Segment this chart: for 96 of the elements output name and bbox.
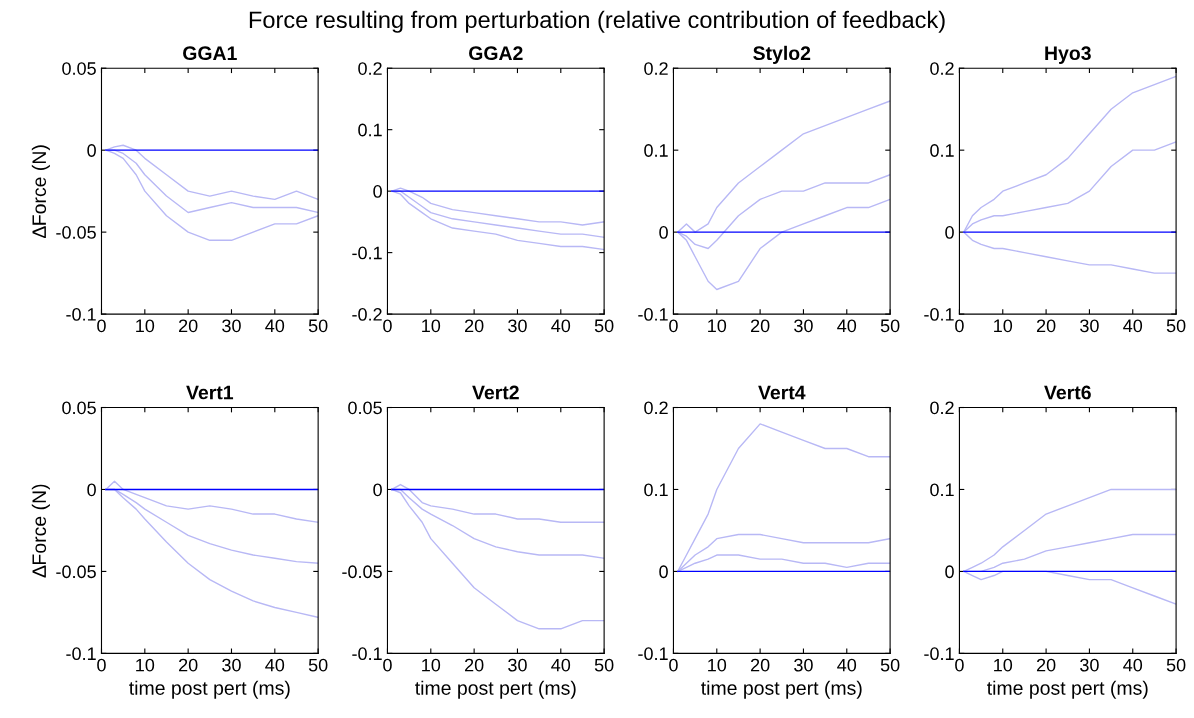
x-tick-label: 40 bbox=[265, 319, 285, 333]
x-tick-label: 40 bbox=[837, 658, 857, 672]
y-tick-label: -0.1 bbox=[66, 647, 96, 661]
x-tick-label: 30 bbox=[508, 658, 527, 672]
x-tick-label: 0 bbox=[955, 658, 964, 672]
x-tick-label: 30 bbox=[222, 319, 241, 333]
chart-title: Vert2 bbox=[472, 385, 519, 400]
chart-title: GGA2 bbox=[469, 46, 523, 61]
y-tick-label: -0.05 bbox=[56, 226, 96, 239]
y-tick-label: -0.1 bbox=[352, 246, 382, 260]
y-tick-label: 0 bbox=[373, 483, 382, 497]
x-tick-label: 30 bbox=[508, 319, 527, 333]
y-tick-label: 0.05 bbox=[348, 401, 382, 415]
x-tick-label: 20 bbox=[750, 658, 770, 672]
text: Force resulting from perturbation (relative contribution of feedback) bbox=[249, 10, 945, 33]
y-axis-title: ∆Force (N) bbox=[31, 145, 50, 239]
x-tick-label: 20 bbox=[465, 658, 484, 672]
x-tick-label: 40 bbox=[1123, 319, 1143, 333]
x-tick-label: 30 bbox=[222, 658, 241, 672]
x-axis-title: time post pert (ms) bbox=[987, 680, 1148, 699]
x-tick-label: 0 bbox=[669, 319, 678, 333]
y-tick-label: -0.1 bbox=[352, 647, 382, 661]
y-tick-label: 0.1 bbox=[930, 144, 954, 157]
y-tick-label: 0.2 bbox=[644, 401, 668, 415]
x-tick-label: 10 bbox=[994, 658, 1013, 672]
x-tick-label: 20 bbox=[750, 319, 770, 333]
y-tick-label: 0.2 bbox=[930, 62, 954, 75]
y-tick-label: 0 bbox=[87, 144, 96, 157]
x-tick-label: 40 bbox=[1123, 658, 1143, 672]
x-tick-label: 10 bbox=[136, 658, 155, 672]
y-tick-label: -0.1 bbox=[638, 647, 668, 661]
y-tick-label: 0 bbox=[87, 483, 96, 497]
x-tick-label: 30 bbox=[794, 319, 813, 333]
x-tick-label: 20 bbox=[1036, 319, 1056, 333]
x-tick-label: 50 bbox=[308, 319, 328, 333]
x-tick-label: 20 bbox=[179, 658, 198, 672]
y-tick-label: 0.05 bbox=[62, 401, 96, 415]
y-tick-label: 0.1 bbox=[930, 483, 954, 497]
x-tick-label: 50 bbox=[308, 658, 328, 672]
x-tick-label: 50 bbox=[594, 319, 614, 333]
x-axis-title: time post pert (ms) bbox=[415, 680, 576, 699]
x-tick-label: 40 bbox=[265, 658, 285, 672]
x-tick-label: 10 bbox=[708, 319, 727, 333]
x-tick-label: 0 bbox=[955, 319, 964, 333]
y-tick-label: 0.1 bbox=[644, 144, 668, 157]
x-tick-label: 50 bbox=[1166, 319, 1186, 333]
chart-title: Hyo3 bbox=[1045, 46, 1091, 64]
x-tick-label: 20 bbox=[179, 319, 198, 333]
x-tick-label: 0 bbox=[383, 658, 392, 672]
x-tick-label: 40 bbox=[551, 658, 571, 672]
x-tick-label: 40 bbox=[551, 319, 571, 333]
y-tick-label: -0.1 bbox=[924, 308, 954, 321]
y-tick-label: 0.1 bbox=[358, 123, 382, 137]
x-tick-label: 10 bbox=[422, 658, 441, 672]
chart-title: Vert4 bbox=[758, 385, 806, 400]
y-tick-label: -0.2 bbox=[352, 308, 382, 321]
y-tick-label: 0.2 bbox=[930, 401, 954, 415]
y-axis-title: ∆Force (N) bbox=[31, 484, 50, 578]
y-tick-label: 0 bbox=[373, 185, 382, 198]
x-axis-title: time post pert (ms) bbox=[701, 680, 862, 699]
y-tick-label: -0.1 bbox=[66, 308, 96, 321]
y-tick-label: -0.1 bbox=[638, 308, 668, 321]
x-tick-label: 0 bbox=[97, 319, 106, 333]
x-tick-label: 40 bbox=[837, 319, 857, 333]
x-tick-label: 20 bbox=[465, 319, 484, 333]
x-tick-label: 0 bbox=[669, 658, 678, 672]
x-tick-label: 0 bbox=[383, 319, 392, 333]
y-tick-label: 0.1 bbox=[644, 483, 668, 497]
y-tick-label: 0 bbox=[659, 226, 668, 239]
x-tick-label: 50 bbox=[880, 658, 900, 672]
y-tick-label: 0 bbox=[945, 226, 954, 239]
x-tick-label: 50 bbox=[1166, 658, 1186, 672]
y-tick-label: -0.05 bbox=[56, 565, 96, 579]
chart-title: Vert1 bbox=[186, 385, 234, 400]
x-tick-label: 10 bbox=[422, 319, 441, 333]
x-tick-label: 30 bbox=[794, 658, 813, 672]
x-tick-label: 0 bbox=[97, 658, 106, 672]
y-tick-label: -0.05 bbox=[342, 565, 382, 579]
x-tick-label: 10 bbox=[994, 319, 1013, 333]
y-tick-label: 0 bbox=[945, 565, 954, 579]
x-tick-label: 30 bbox=[1080, 658, 1099, 672]
x-tick-label: 30 bbox=[1080, 319, 1099, 333]
chart-title: Stylo2 bbox=[753, 45, 811, 64]
x-tick-label: 10 bbox=[708, 658, 727, 672]
x-tick-label: 10 bbox=[136, 319, 155, 333]
chart-title: Vert6 bbox=[1044, 385, 1091, 400]
x-tick-label: 50 bbox=[880, 319, 900, 333]
y-tick-label: 0.05 bbox=[62, 62, 96, 75]
y-tick-label: 0.2 bbox=[644, 62, 668, 75]
y-tick-label: 0.2 bbox=[358, 62, 382, 75]
x-tick-label: 50 bbox=[594, 658, 614, 672]
chart-title: GGA1 bbox=[183, 46, 237, 61]
y-tick-label: -0.1 bbox=[924, 647, 954, 661]
y-tick-label: 0 bbox=[659, 565, 668, 579]
x-tick-label: 20 bbox=[1036, 658, 1056, 672]
x-axis-title: time post pert (ms) bbox=[129, 680, 290, 699]
